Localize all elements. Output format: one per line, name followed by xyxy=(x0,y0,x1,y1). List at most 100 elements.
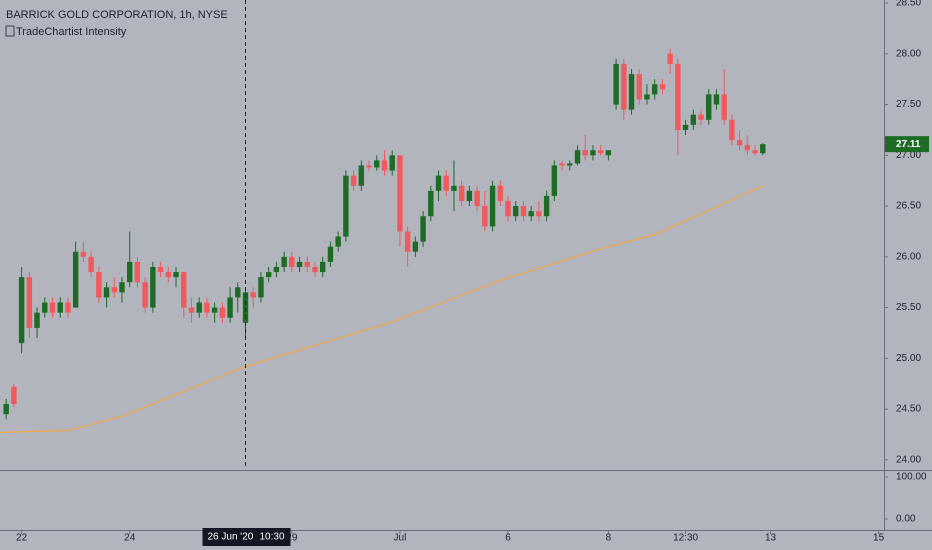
x-tick-label: 13 xyxy=(765,533,777,544)
candle-body xyxy=(227,297,233,318)
candle-body xyxy=(543,195,550,217)
candle-body xyxy=(327,246,334,262)
y-tick-label: 26.00 xyxy=(896,251,921,262)
candle-body xyxy=(157,266,164,273)
x-tick-label: 6 xyxy=(505,533,511,544)
y-tick-label: 26.50 xyxy=(896,201,921,212)
candle-body xyxy=(412,241,419,252)
candle-body xyxy=(142,282,148,308)
candle-body xyxy=(443,175,449,191)
candle-body xyxy=(119,282,125,293)
candle-body xyxy=(428,190,434,217)
x-tick-label: 24 xyxy=(124,533,136,544)
candle-body xyxy=(204,302,210,313)
candle-body xyxy=(289,256,295,267)
candle-body xyxy=(11,386,17,405)
candle-body xyxy=(389,155,395,171)
candle-body xyxy=(505,200,511,217)
indicator-y-tick-label: 100.00 xyxy=(896,472,927,483)
candle-body xyxy=(497,185,503,201)
candle-body xyxy=(397,155,403,232)
candle-body xyxy=(528,211,534,217)
candle-body xyxy=(404,231,411,252)
candle-body xyxy=(513,206,519,217)
candle-body xyxy=(3,404,9,415)
candle-body xyxy=(713,94,720,105)
candle-body xyxy=(520,206,527,217)
y-tick-label: 27.00 xyxy=(896,150,921,161)
candle-body xyxy=(690,114,697,125)
candle-body xyxy=(18,277,25,344)
candle-body xyxy=(26,277,33,328)
candle-body xyxy=(628,74,635,110)
candle-body xyxy=(103,287,110,298)
candle-body xyxy=(536,211,542,217)
candle-body xyxy=(42,302,48,313)
candle-body xyxy=(636,74,642,100)
candle-body xyxy=(134,261,141,283)
candle-body xyxy=(242,292,249,323)
candle-body xyxy=(675,63,681,130)
indicator-icon xyxy=(5,25,15,37)
candle-body xyxy=(165,272,172,278)
candle-body xyxy=(551,165,558,196)
candle-body xyxy=(57,302,63,313)
y-tick-label: 25.00 xyxy=(896,353,921,364)
candle-body xyxy=(659,84,666,90)
x-tick-label: 15 xyxy=(873,533,885,544)
candle-body xyxy=(721,94,727,120)
candle-body xyxy=(381,160,388,171)
candle-body xyxy=(219,307,226,318)
y-tick-label: 24.50 xyxy=(896,404,921,415)
candle-body xyxy=(34,312,40,328)
candle-body xyxy=(644,94,650,100)
candle-body xyxy=(559,163,565,166)
candle-body xyxy=(374,160,380,168)
candle-body xyxy=(335,236,341,247)
crosshair-time: 10:30 xyxy=(260,532,285,543)
candle-body xyxy=(250,292,256,298)
candle-body xyxy=(235,287,241,298)
candle-body xyxy=(265,272,272,278)
candle-body xyxy=(590,150,596,156)
y-tick-label: 27.50 xyxy=(896,99,921,110)
candle-body xyxy=(273,266,280,273)
candle-body xyxy=(80,251,87,257)
candle-body xyxy=(320,261,326,273)
moving-average-line xyxy=(0,185,764,433)
y-tick-label: 28.50 xyxy=(896,0,921,9)
indicator-y-tick-label: 0.00 xyxy=(896,514,916,525)
x-tick-label: 29 xyxy=(286,533,298,544)
candle-body xyxy=(605,150,612,156)
y-tick-label: 28.00 xyxy=(896,48,921,59)
candle-body xyxy=(350,175,357,186)
candle-body xyxy=(88,256,94,273)
candle-body xyxy=(127,261,133,283)
candle-body xyxy=(188,307,195,313)
last-price-box xyxy=(885,136,929,153)
candle-body xyxy=(258,277,264,298)
x-tick-label: 22 xyxy=(16,533,28,544)
candle-body xyxy=(482,206,488,227)
last-price-label: 27.11 xyxy=(896,139,921,150)
candle-body xyxy=(304,261,310,267)
candle-body xyxy=(181,272,187,308)
y-tick-label: 24.00 xyxy=(896,454,921,465)
candle-body xyxy=(366,165,372,168)
candle-body xyxy=(574,150,581,164)
candle-body xyxy=(474,190,480,207)
indicator-name[interactable]: TradeChartist Intensity xyxy=(16,26,127,38)
x-tick-label: 12:30 xyxy=(673,533,698,544)
candle-body xyxy=(343,175,349,237)
chart-title[interactable]: BARRICK GOLD CORPORATION, 1h, NYSE xyxy=(6,9,228,21)
candle-body xyxy=(420,216,426,242)
candle-body xyxy=(752,150,758,154)
candle-body xyxy=(435,175,442,191)
candle-body xyxy=(111,287,117,293)
x-tick-label: Jul xyxy=(394,533,407,544)
candle-body xyxy=(698,114,704,120)
candle-body xyxy=(296,261,303,267)
candle-body xyxy=(65,302,71,313)
candle-body xyxy=(582,150,588,156)
